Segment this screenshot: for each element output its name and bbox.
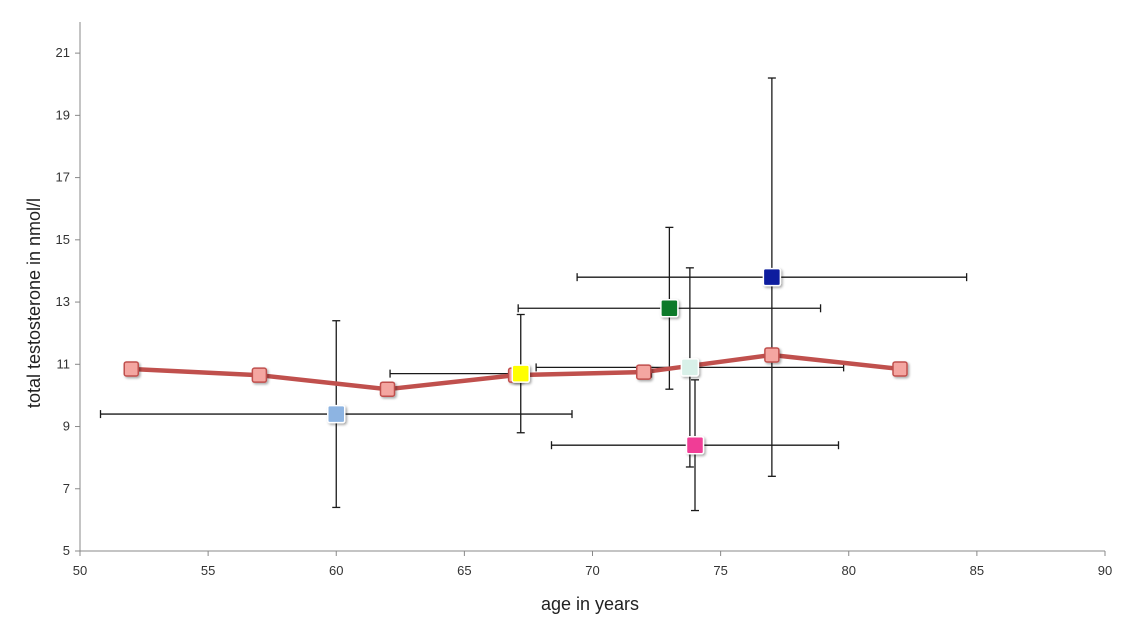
reference-marker	[764, 347, 780, 363]
study-marker	[511, 364, 530, 383]
axes: 50 55 60 65 70 75 80 85 90 5 7 9 11 13 15 17 19 21	[56, 22, 1112, 578]
x-tick-label: 70	[585, 563, 599, 578]
y-tick-label: 9	[63, 419, 70, 434]
x-tick-label: 80	[842, 563, 856, 578]
study-marker	[327, 404, 346, 424]
x-tick-label: 90	[1098, 563, 1112, 578]
study-marker	[762, 267, 782, 287]
y-tick-label: 11	[57, 356, 71, 371]
y-tick-label: 5	[63, 543, 70, 558]
y-tick-label: 21	[56, 45, 70, 60]
x-tick-label: 55	[201, 563, 215, 578]
y-tick-label: 19	[56, 107, 70, 122]
study-marker	[660, 299, 679, 318]
reference-marker	[123, 361, 139, 377]
study-markers	[327, 267, 782, 455]
y-tick-label: 17	[56, 170, 70, 185]
x-axis-title: age in years	[541, 594, 639, 614]
x-tick-label: 75	[713, 563, 727, 578]
reference-marker	[251, 367, 268, 383]
study-marker	[685, 435, 705, 455]
reference-marker	[379, 381, 396, 397]
reference-marker	[636, 364, 652, 380]
x-tick-label: 65	[457, 563, 471, 578]
y-tick-label: 15	[56, 232, 70, 247]
x-tick-label: 60	[329, 563, 343, 578]
x-tick-label: 50	[73, 563, 87, 578]
y-tick-label: 7	[63, 481, 70, 496]
x-tick-label: 85	[970, 563, 984, 578]
error-bars	[99, 77, 968, 512]
study-marker	[680, 358, 700, 377]
reference-marker	[892, 361, 908, 377]
y-axis-title: total testosterone in nmol/l	[24, 198, 44, 408]
y-tick-label: 13	[56, 294, 70, 309]
